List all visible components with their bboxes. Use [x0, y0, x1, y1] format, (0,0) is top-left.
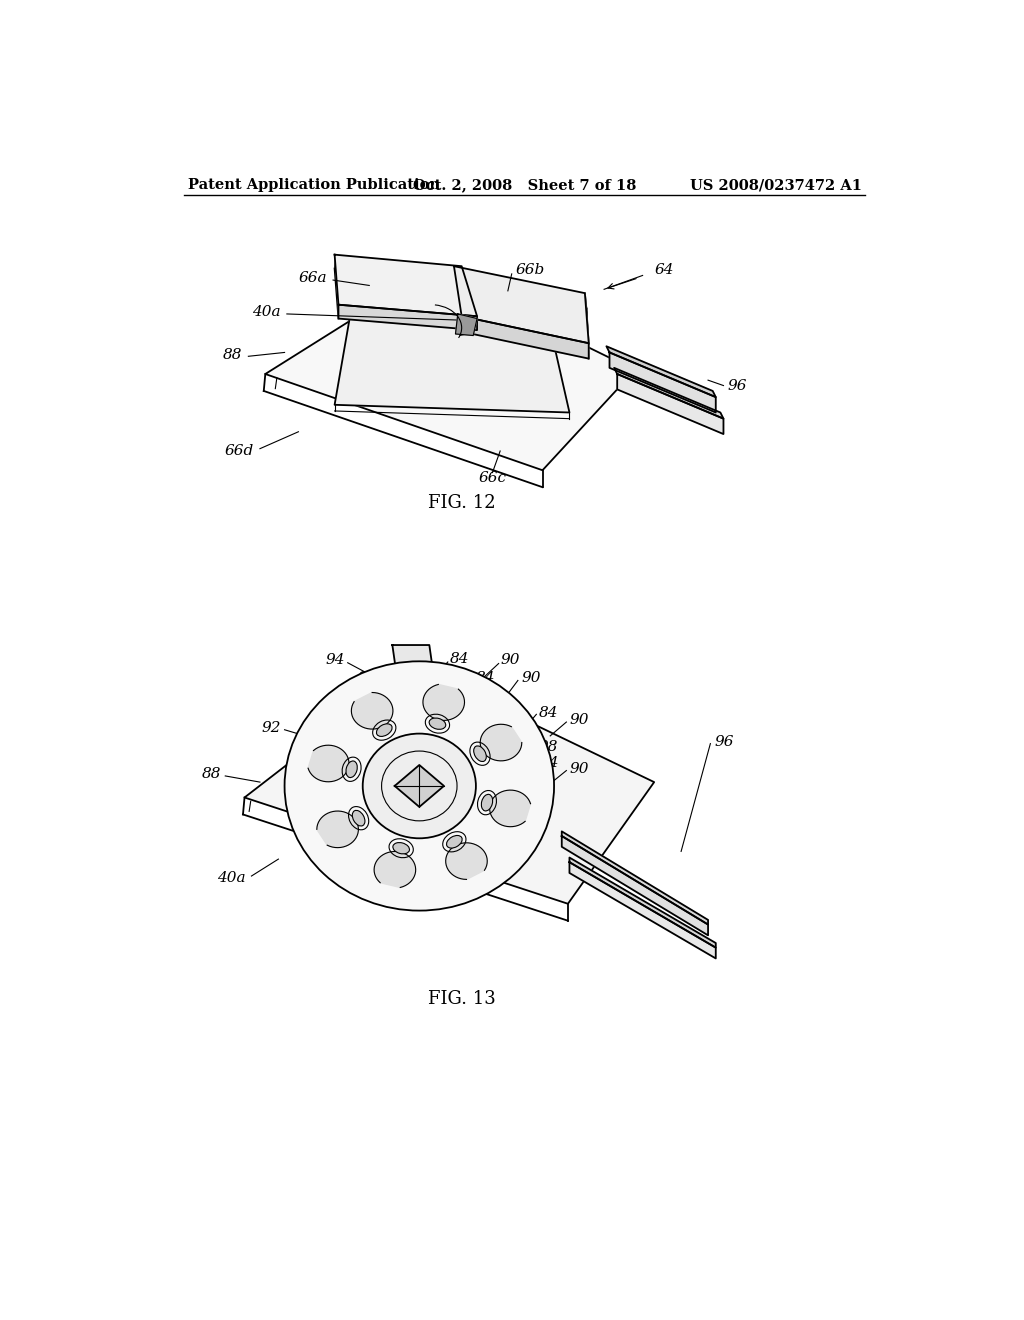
Ellipse shape	[474, 746, 486, 762]
Text: 40a: 40a	[217, 871, 246, 886]
Polygon shape	[617, 374, 724, 434]
Polygon shape	[454, 267, 589, 343]
Polygon shape	[569, 862, 716, 958]
Polygon shape	[392, 645, 435, 688]
Polygon shape	[245, 667, 654, 904]
Polygon shape	[339, 305, 477, 330]
Text: 94: 94	[326, 653, 345, 668]
Polygon shape	[308, 746, 349, 781]
Polygon shape	[316, 810, 358, 847]
Polygon shape	[351, 693, 393, 729]
Text: 84: 84	[451, 652, 470, 665]
Ellipse shape	[481, 795, 493, 810]
Polygon shape	[480, 725, 522, 760]
Text: 90: 90	[569, 714, 589, 727]
Ellipse shape	[352, 810, 365, 826]
Polygon shape	[562, 832, 708, 924]
Text: 90: 90	[500, 653, 519, 668]
Text: 84: 84	[475, 671, 495, 685]
Text: Patent Application Publication: Patent Application Publication	[188, 178, 440, 193]
Polygon shape	[265, 271, 635, 470]
Text: 66a: 66a	[298, 271, 327, 285]
Text: 66b: 66b	[515, 263, 545, 277]
Polygon shape	[489, 791, 530, 826]
Text: 64: 64	[654, 263, 674, 277]
Ellipse shape	[429, 718, 445, 730]
Polygon shape	[462, 317, 589, 359]
Text: 66c: 66c	[478, 471, 507, 484]
Polygon shape	[569, 858, 716, 948]
Text: 92: 92	[261, 721, 281, 735]
Text: 84: 84	[541, 756, 560, 770]
Text: Oct. 2, 2008   Sheet 7 of 18: Oct. 2, 2008 Sheet 7 of 18	[413, 178, 637, 193]
Polygon shape	[394, 766, 444, 807]
Text: US 2008/0237472 A1: US 2008/0237472 A1	[690, 178, 862, 193]
Text: 96: 96	[727, 379, 746, 392]
Polygon shape	[614, 368, 724, 418]
Text: 66d: 66d	[224, 444, 254, 458]
Text: FIG. 13: FIG. 13	[428, 990, 496, 1008]
Ellipse shape	[393, 842, 410, 854]
Polygon shape	[374, 851, 416, 887]
Text: 84: 84	[539, 706, 558, 719]
Polygon shape	[456, 314, 477, 335]
Text: FIG. 12: FIG. 12	[428, 495, 496, 512]
Text: 94: 94	[357, 671, 377, 685]
Ellipse shape	[377, 723, 392, 737]
Text: 40a: 40a	[252, 305, 281, 319]
Ellipse shape	[285, 661, 554, 911]
Polygon shape	[609, 352, 716, 412]
Polygon shape	[445, 843, 487, 879]
Polygon shape	[423, 685, 465, 721]
Polygon shape	[335, 317, 569, 412]
Text: 88: 88	[202, 767, 221, 781]
Text: 96: 96	[714, 735, 734, 748]
Ellipse shape	[446, 836, 462, 847]
Text: 98: 98	[539, 741, 558, 755]
Text: 90: 90	[521, 671, 542, 685]
Polygon shape	[335, 255, 477, 317]
Ellipse shape	[362, 734, 476, 838]
Polygon shape	[562, 836, 708, 936]
Ellipse shape	[346, 760, 357, 777]
Polygon shape	[606, 346, 716, 397]
Text: 88: 88	[222, 347, 243, 362]
Text: 90: 90	[569, 762, 589, 776]
